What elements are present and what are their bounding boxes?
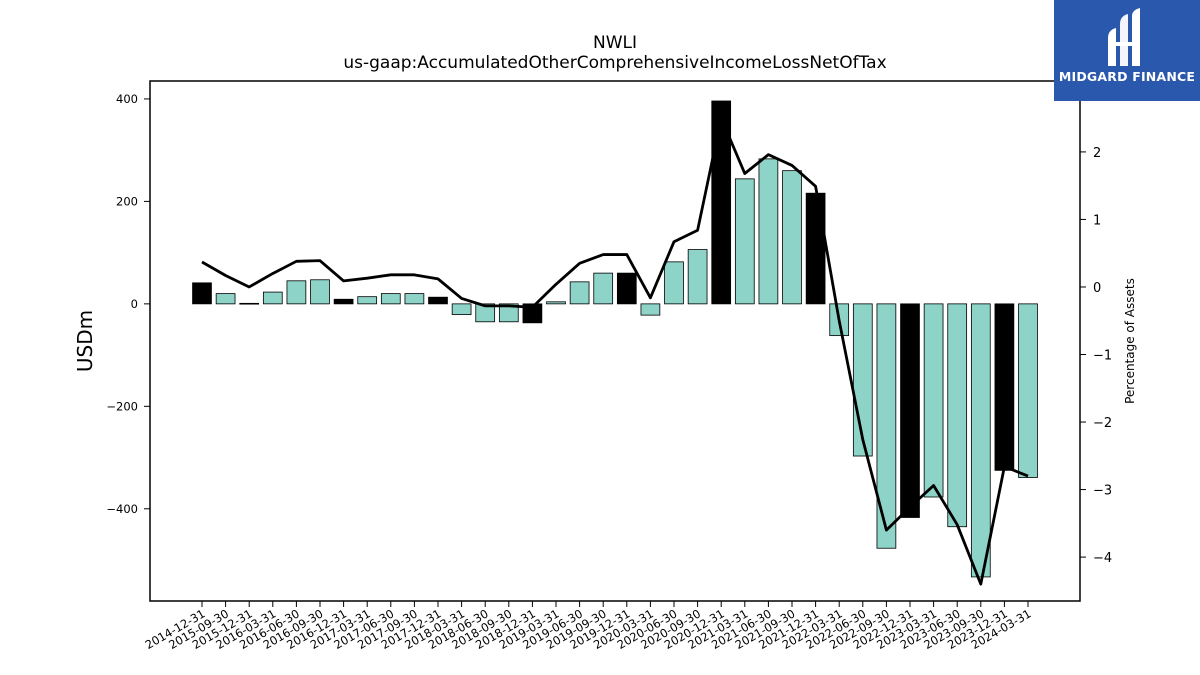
percentage-line — [201, 116, 1029, 586]
y2-tick-label: −3 — [1093, 484, 1112, 499]
bar — [994, 303, 1015, 471]
y2-tick-label: −4 — [1093, 551, 1112, 566]
bar — [569, 281, 590, 305]
y-tick-label: −200 — [106, 399, 138, 413]
bar — [404, 293, 425, 305]
y-axis-label: USDm — [73, 310, 97, 372]
y-tick-label: 400 — [116, 92, 138, 106]
bar — [546, 301, 566, 305]
midgard-finance-logo: MIDGARD FINANCE — [1054, 0, 1200, 101]
bar — [451, 303, 472, 316]
bar — [286, 280, 307, 305]
y-tick-label: −400 — [106, 502, 138, 516]
y2-tick-label: 1 — [1093, 213, 1101, 228]
bar — [900, 303, 920, 518]
bar — [262, 291, 283, 305]
bar — [805, 192, 826, 305]
bar — [664, 261, 684, 305]
y2-tick-label: −2 — [1093, 416, 1112, 431]
plot-frame — [149, 80, 1081, 602]
bar — [380, 293, 401, 305]
bar — [734, 178, 755, 305]
bar — [640, 303, 661, 316]
bar — [428, 296, 448, 305]
bar — [1018, 303, 1038, 478]
chart-title: NWLI — [592, 33, 637, 53]
bar — [711, 100, 732, 305]
y2-tick-label: 0 — [1093, 281, 1101, 296]
bar — [522, 303, 543, 324]
bar — [593, 272, 614, 305]
bar — [687, 249, 708, 305]
y-tick-label: 200 — [116, 194, 138, 208]
bar — [310, 279, 330, 305]
y2-axis-label: Percentage of Assets — [1123, 278, 1137, 404]
bar — [498, 303, 519, 323]
y2-tick-label: 2 — [1093, 146, 1101, 161]
bar — [923, 303, 944, 498]
y-tick-label: 0 — [131, 297, 138, 311]
bar — [333, 298, 354, 305]
bar — [970, 303, 991, 578]
bar — [357, 296, 378, 305]
bar — [876, 303, 897, 549]
bar — [947, 303, 968, 528]
bar — [215, 293, 236, 305]
logo-mark-icon — [1108, 8, 1140, 66]
bar — [616, 272, 637, 305]
bar — [239, 302, 260, 305]
logo-text: MIDGARD FINANCE — [1058, 69, 1196, 84]
chart-subtitle: us-gaap:AccumulatedOtherComprehensiveInc… — [343, 53, 887, 73]
bar — [782, 170, 802, 305]
bar — [192, 282, 212, 305]
bar — [475, 303, 496, 323]
y2-tick-label: −1 — [1093, 349, 1112, 364]
bar — [758, 158, 779, 305]
